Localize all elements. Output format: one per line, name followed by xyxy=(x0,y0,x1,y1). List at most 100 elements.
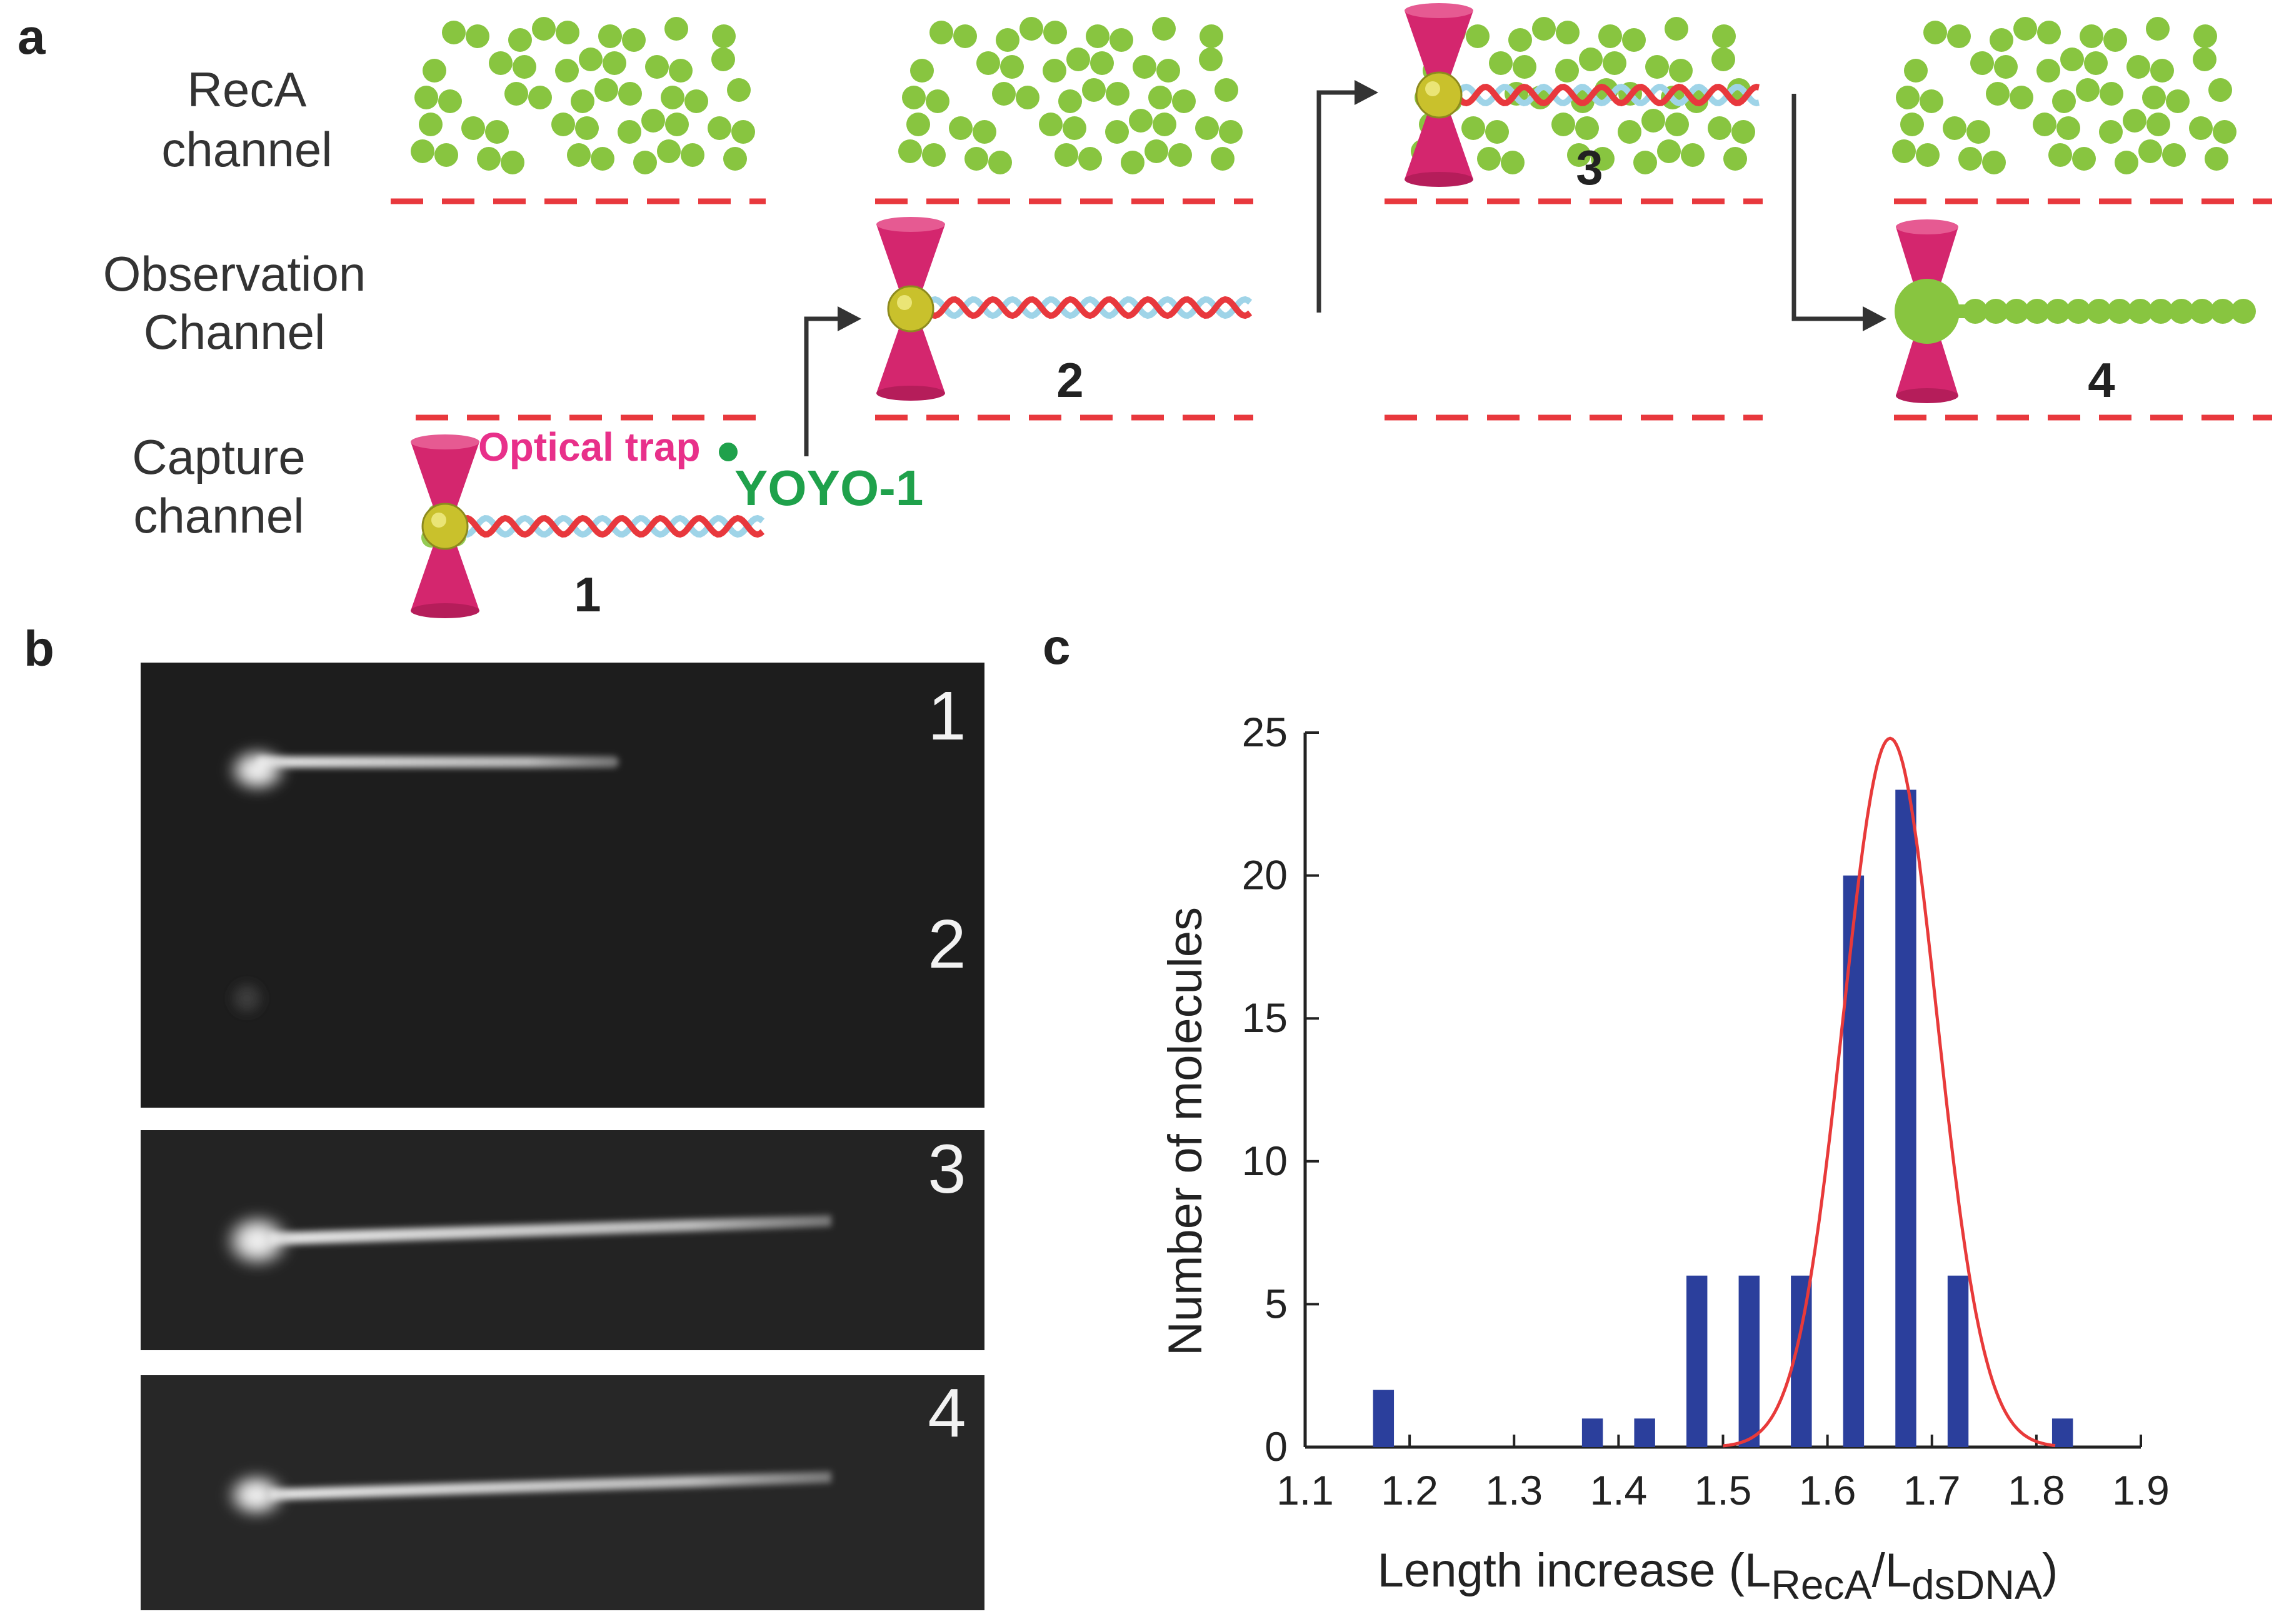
recA-protein xyxy=(466,24,489,48)
recA-protein xyxy=(669,59,693,83)
frame-3-strand xyxy=(269,1215,831,1245)
recA-protein xyxy=(1711,48,1735,71)
frame-number-3: 3 xyxy=(928,1131,966,1208)
recA-protein xyxy=(2193,24,2217,48)
recA-filament xyxy=(1895,279,2256,344)
trap-cone-top xyxy=(876,217,945,232)
recA-protein xyxy=(618,82,642,106)
x-tick-label: 1.2 xyxy=(1381,1467,1438,1513)
recA-protein xyxy=(411,139,434,163)
recA-protein xyxy=(2123,109,2146,133)
x-tick-label: 1.3 xyxy=(1485,1467,1543,1513)
recA-protein xyxy=(2037,21,2061,44)
capture-channel-label-line2: channel xyxy=(133,488,304,543)
trap-cone-bottom xyxy=(1896,388,1958,403)
x-axis-title: Length increase (LRecA/LdsDNA) xyxy=(1378,1544,2058,1608)
recA-protein xyxy=(1966,120,1990,144)
recA-protein xyxy=(684,89,708,113)
trap-cone-bottom xyxy=(1405,172,1473,187)
recA-protein xyxy=(1645,55,1669,79)
optical-trap-label: Optical trap xyxy=(478,424,701,469)
y-tick-label: 5 xyxy=(1265,1280,1288,1326)
recA-protein xyxy=(2072,147,2096,171)
recA-protein xyxy=(1641,109,1665,133)
bead-highlight xyxy=(897,295,912,310)
recA-protein xyxy=(1575,116,1599,140)
filament-core xyxy=(1950,304,2250,318)
frame-number-2: 2 xyxy=(928,906,966,983)
recA-protein xyxy=(712,24,736,48)
frame-number-1: 1 xyxy=(928,678,966,754)
recA-protein xyxy=(665,113,689,136)
recA-protein xyxy=(555,59,579,83)
recA-protein xyxy=(1153,113,1176,136)
recA-protein xyxy=(2205,147,2228,171)
recA-protein xyxy=(1731,120,1755,144)
recA-protein xyxy=(1982,151,2006,174)
recA-protein xyxy=(1105,120,1129,144)
recA-protein xyxy=(2115,151,2138,174)
recA-protein xyxy=(988,151,1012,174)
recA-protein xyxy=(1086,24,1109,48)
recA-protein xyxy=(556,21,579,44)
x-axis-title-sub1: RecA xyxy=(1771,1561,1871,1608)
channel-boundaries xyxy=(391,198,2272,421)
recA-protein xyxy=(1708,116,1731,140)
recA-protein xyxy=(996,28,1019,52)
step-number-3: 3 xyxy=(1576,140,1603,195)
recA-protein xyxy=(2189,116,2213,140)
trap-bead xyxy=(1415,71,1463,119)
recA-protein xyxy=(731,120,755,144)
recA-protein xyxy=(2146,113,2170,136)
optical-trap-2 xyxy=(876,217,945,401)
recA-protein xyxy=(2036,59,2060,83)
observation-channel-label-line1: Observation xyxy=(103,246,366,301)
recA-protein xyxy=(1622,28,1646,52)
recA-protein xyxy=(2162,143,2186,167)
panel-b: b xyxy=(24,621,984,1610)
panel-a-letter: a xyxy=(18,9,46,64)
recA-protein xyxy=(1489,51,1513,75)
dna-strand xyxy=(1454,83,1760,107)
recA-protein xyxy=(1043,21,1067,44)
recA-field-4 xyxy=(1892,17,2236,174)
recA-protein xyxy=(973,120,996,144)
recA-protein xyxy=(1043,59,1066,83)
bead-highlight xyxy=(1425,81,1440,96)
recA-protein xyxy=(1172,89,1196,113)
frame-4-bead xyxy=(224,1470,289,1520)
recA-field-1 xyxy=(411,17,755,174)
recA-protein xyxy=(575,116,599,140)
recA-protein xyxy=(1532,17,1556,41)
panel-a: a RecA channel Observation Channel Captu… xyxy=(18,3,2272,622)
y-axis-title: Number of molecules xyxy=(1159,907,1212,1356)
gaussian-fit-curve xyxy=(1723,736,2056,1448)
recA-protein xyxy=(414,86,438,109)
optical-trap-3 xyxy=(1405,3,1473,187)
recA-protein xyxy=(2080,24,2103,48)
recA-protein xyxy=(633,151,657,174)
recA-protein xyxy=(622,28,646,52)
recA-protein xyxy=(1900,113,1924,136)
recA-protein xyxy=(1063,116,1086,140)
recA-protein xyxy=(1943,116,1966,140)
frame-1-bead xyxy=(225,745,290,795)
micrograph-frames-1-2 xyxy=(141,663,984,1108)
recA-protein xyxy=(1591,147,1615,171)
optical-traps xyxy=(411,3,1958,618)
recA-protein xyxy=(1618,120,1641,144)
recA-protein xyxy=(953,24,977,48)
recA-protein xyxy=(964,147,988,171)
recA-channel-label-line2: channel xyxy=(161,122,332,177)
recA-protein xyxy=(1082,78,1106,102)
recA-protein xyxy=(2146,17,2170,41)
recA-protein xyxy=(2126,55,2150,79)
panel-c-letter: c xyxy=(1043,619,1071,674)
recA-protein xyxy=(976,51,1000,75)
recA-protein xyxy=(898,139,922,163)
recA-protein xyxy=(501,151,524,174)
recA-protein xyxy=(2010,86,2033,109)
dna-helix-1 xyxy=(435,514,765,538)
recA-protein xyxy=(1896,86,1920,109)
recA-protein xyxy=(2208,78,2232,102)
